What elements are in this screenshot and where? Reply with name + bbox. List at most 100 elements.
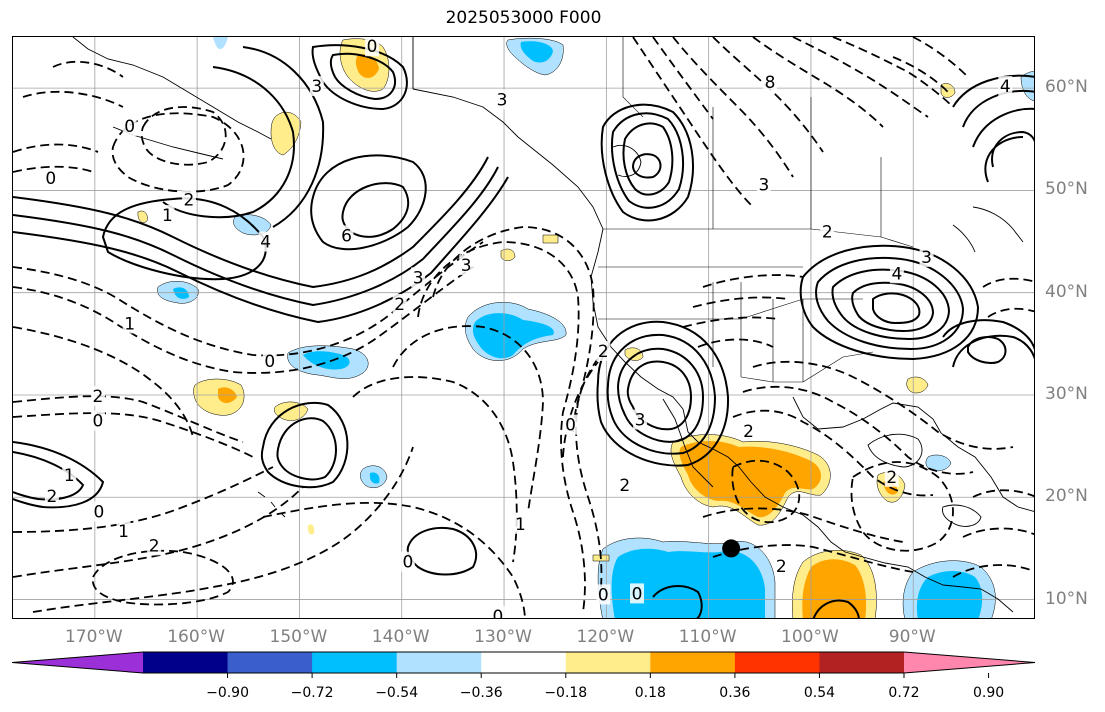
contour-label-background (160, 204, 175, 225)
contour-label: 3 (635, 411, 646, 431)
contour-label: 1 (118, 522, 129, 542)
contour-label: 0 (94, 503, 105, 523)
contour-label-background (62, 464, 77, 485)
contour-label: 0 (92, 412, 103, 432)
contour-label-background (633, 409, 648, 430)
longitude-tick-label: 100°W (781, 627, 839, 647)
contour-label-background (596, 341, 611, 362)
contour-label-background (91, 501, 106, 522)
colorbar-tick-label: 0.54 (803, 685, 836, 701)
colorbar-upper-extension (904, 652, 1035, 673)
latitude-tick-label: 10°N (1045, 588, 1088, 609)
contour-label-background (43, 168, 58, 189)
contour-label: 6 (341, 226, 352, 246)
contour-label: 0 (264, 352, 275, 372)
contour-label: 8 (765, 73, 776, 93)
contour-label: 0 (45, 169, 56, 189)
colorbar-lower-extension (12, 652, 143, 673)
contour-label-background (617, 474, 632, 495)
contour-label-background (563, 414, 578, 435)
contour-label-background (44, 486, 59, 507)
contour-label: 2 (598, 342, 609, 362)
colorbar-segment (650, 652, 736, 673)
contour-label-background (490, 605, 505, 618)
contour-label: 2 (743, 422, 754, 442)
contour-label-background (889, 263, 904, 284)
contour-label: 0 (367, 37, 378, 57)
contour-label-background (339, 225, 354, 246)
contour-label-background (998, 76, 1013, 97)
longitude-tick-label: 170°W (64, 627, 123, 647)
contour-label: 2 (184, 191, 195, 211)
contour-label: 4 (1000, 77, 1011, 97)
contour-label-background (596, 584, 611, 605)
contour-label: 3 (413, 268, 424, 288)
contour-label-background (774, 555, 789, 576)
colorbar-tick-label: −0.18 (544, 685, 588, 701)
longitude-tick-label: 130°W (474, 627, 532, 647)
longitude-tick-label: 90°W (888, 627, 936, 647)
contour-label-background (122, 115, 137, 136)
contour-label: 0 (632, 584, 643, 604)
contour-label-background (513, 513, 528, 534)
latitude-tick-label: 50°N (1045, 179, 1088, 200)
latitude-tick-label: 30°N (1045, 383, 1088, 404)
colorbar-tick-label: 0.90 (972, 685, 1005, 701)
contour-label-background (459, 255, 474, 276)
contour-label-background (147, 535, 162, 556)
contour-label-background (400, 551, 415, 572)
contour-label-background (90, 410, 105, 431)
colorbar-segment (396, 652, 482, 673)
contour-label-background (309, 76, 324, 97)
border-layer (598, 37, 914, 383)
contour-label: 1 (162, 206, 173, 226)
contour-label-background (116, 521, 131, 542)
colorbar-tick-label: −0.36 (459, 685, 503, 701)
colorbar-segment (481, 652, 567, 673)
contour-label-background (494, 89, 509, 110)
contour-label-background (181, 189, 196, 210)
contour-label-background (392, 293, 407, 314)
contour-label-background (411, 267, 426, 288)
map-title: 2025053000 F000 (445, 8, 602, 28)
contour-label: 0 (598, 585, 609, 605)
latitude-tick-label: 20°N (1045, 486, 1088, 507)
contour-label-background (258, 231, 273, 252)
contour-label-background (122, 313, 137, 334)
shaded-anomaly-layer (137, 37, 1034, 618)
contour-label-background (262, 351, 277, 372)
longitude-tick-label: 110°W (678, 627, 737, 647)
contour-label-background (630, 583, 645, 604)
colorbar-tick-label: 0.36 (719, 685, 751, 701)
contour-label: 3 (758, 175, 769, 195)
contour-label: 0 (124, 117, 135, 137)
contour-label-background (763, 72, 778, 93)
contour-label-background (756, 174, 771, 195)
colorbar-tick-label: 0.18 (634, 685, 666, 701)
contour-label: 3 (921, 248, 932, 268)
contour-label: 2 (886, 468, 897, 488)
contour-label: 2 (149, 536, 160, 556)
longitude-tick-label: 160°W (167, 627, 226, 647)
contour-label: 2 (822, 222, 833, 242)
longitude-tick-label: 140°W (371, 627, 430, 647)
colorbar-segment (312, 652, 398, 673)
longitude-tick-label: 150°W (269, 627, 328, 647)
contour-label: 0 (492, 607, 503, 619)
colorbar-tick-label: −0.72 (290, 685, 334, 701)
contour-label: 2 (619, 476, 630, 496)
contour-label: 4 (260, 233, 271, 253)
coastline-layer (72, 37, 1034, 613)
contour-label: 3 (311, 77, 322, 97)
colorbar-tick-label: −0.54 (375, 685, 419, 701)
colorbar-segment (819, 652, 905, 673)
contour-label-background (741, 420, 756, 441)
contour-label-background (365, 37, 380, 57)
contour-label-background (919, 246, 934, 267)
solid-contour-layer (13, 44, 1034, 618)
contour-label: 2 (776, 557, 787, 577)
contour-label-background (884, 466, 899, 487)
longitude-tick-label: 120°W (576, 627, 635, 647)
